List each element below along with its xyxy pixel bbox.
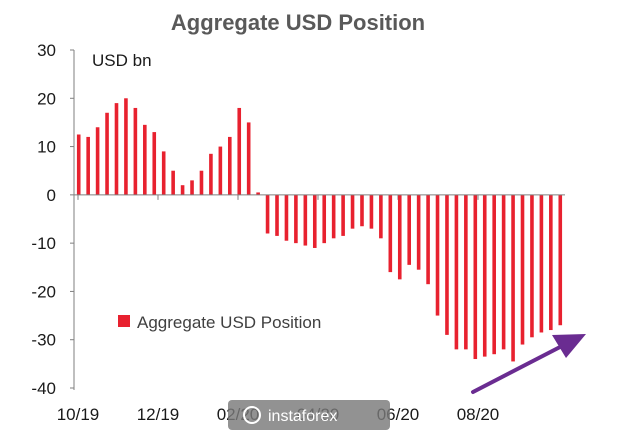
x-tick-label: 08/20	[457, 405, 500, 424]
bar	[133, 107, 138, 195]
bar	[284, 194, 289, 241]
bar	[171, 170, 175, 195]
bar	[379, 194, 383, 239]
watermark-text: instaforex	[268, 408, 337, 425]
bar	[558, 194, 563, 326]
x-tick-label: 10/19	[57, 405, 100, 424]
bar	[407, 194, 412, 265]
y-tick-label: -20	[31, 282, 56, 301]
bar	[416, 194, 421, 270]
bar	[445, 194, 449, 335]
bar	[218, 146, 223, 195]
y-tick-label: -30	[31, 331, 56, 350]
bar	[209, 153, 213, 195]
bar	[246, 122, 251, 195]
bar	[322, 194, 327, 244]
bar	[520, 194, 525, 345]
bar	[397, 194, 402, 280]
bar	[294, 194, 298, 244]
legend-label: Aggregate USD Position	[137, 313, 321, 332]
legend-swatch	[118, 315, 130, 327]
bar	[341, 194, 345, 236]
bar	[180, 185, 185, 195]
bar	[388, 194, 393, 273]
bar	[549, 194, 553, 331]
bar	[312, 194, 317, 248]
bar	[161, 151, 166, 195]
bar	[95, 127, 100, 195]
bar	[539, 194, 544, 333]
bar	[76, 134, 81, 195]
bar	[426, 194, 430, 285]
bar	[114, 103, 119, 195]
bar	[86, 136, 90, 195]
legend: Aggregate USD Position	[118, 313, 321, 332]
bar	[464, 194, 468, 350]
y-tick-label: 10	[37, 138, 56, 157]
y-tick-label: 30	[37, 41, 56, 60]
bar	[482, 194, 487, 357]
bar	[199, 170, 204, 195]
bar	[227, 136, 232, 195]
y-tick-label: -40	[31, 379, 56, 398]
bar	[473, 194, 478, 360]
bar-series	[76, 98, 563, 362]
bar	[275, 194, 279, 236]
bar	[530, 194, 534, 338]
y-axis-unit-label: USD bn	[92, 51, 152, 70]
bar	[143, 124, 147, 195]
bar	[152, 132, 157, 195]
bar	[331, 194, 336, 239]
bar	[369, 194, 374, 229]
bar	[511, 194, 515, 362]
watermark-background	[228, 400, 390, 430]
bar	[492, 194, 496, 355]
bar	[303, 194, 308, 246]
bar	[350, 194, 355, 229]
y-tick-label: -10	[31, 234, 56, 253]
bar	[237, 107, 242, 195]
y-tick-label: 20	[37, 89, 56, 108]
bar	[256, 192, 260, 195]
bar	[124, 98, 128, 195]
trend-arrow-icon	[471, 334, 586, 394]
bar	[190, 180, 194, 195]
bar	[265, 194, 270, 234]
watermark: instaforex	[228, 400, 390, 430]
chart-title: Aggregate USD Position	[171, 10, 425, 35]
y-axis-ticks: 30 20 10 0 -10 -20 -30 -40	[31, 41, 74, 398]
bar	[435, 194, 440, 316]
bar	[454, 194, 459, 350]
bar	[360, 194, 364, 227]
watermark-logo-icon	[243, 406, 261, 424]
bar	[105, 112, 109, 195]
bar	[501, 194, 506, 350]
x-tick-label: 12/19	[137, 405, 180, 424]
y-tick-label: 0	[47, 186, 56, 205]
